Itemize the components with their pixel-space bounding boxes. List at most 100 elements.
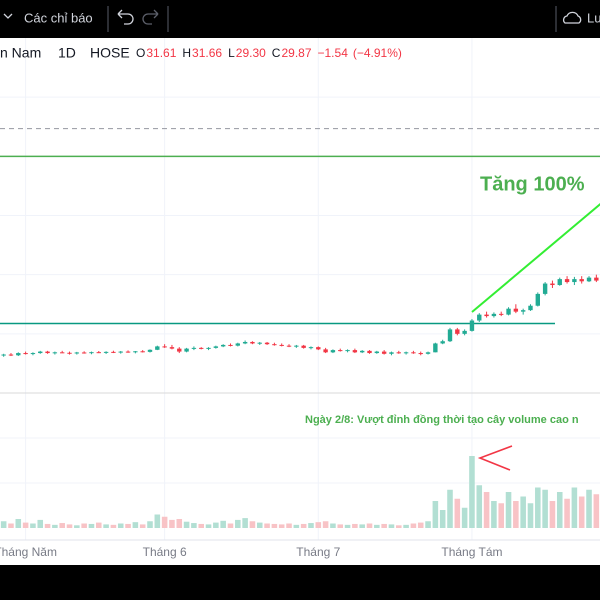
- volume-bar: [527, 503, 534, 528]
- volume-bar: [300, 523, 307, 528]
- volume-bar: [74, 525, 80, 528]
- volume-bar: [227, 523, 234, 528]
- candle-body: [572, 279, 577, 283]
- volume-bar: [542, 489, 548, 528]
- volume-bar: [308, 523, 314, 528]
- candle-body: [67, 352, 72, 354]
- volume-bar: [498, 503, 504, 528]
- candle-body: [403, 352, 409, 354]
- candle-body: [389, 352, 394, 354]
- volume-bar: [44, 523, 51, 528]
- change-pct: (−4.91%): [353, 46, 402, 60]
- candle-body: [103, 351, 109, 353]
- candle-body: [535, 293, 540, 306]
- candle-body: [491, 313, 497, 317]
- candle-body: [345, 350, 350, 352]
- candle-body: [220, 344, 226, 347]
- volume-bar: [505, 492, 512, 528]
- candle-body: [557, 279, 562, 286]
- bottom-bar: [0, 565, 600, 600]
- candle-body: [484, 314, 489, 317]
- candle-body: [96, 352, 101, 354]
- indicators-button[interactable]: Các chỉ báo: [24, 10, 93, 25]
- candle-body: [477, 314, 482, 321]
- icon: [3, 13, 13, 19]
- volume-bar: [30, 523, 36, 528]
- volume-bar: [322, 521, 329, 528]
- volume-bar: [337, 524, 344, 528]
- volume-bar: [117, 523, 124, 528]
- redo-icon[interactable]: [142, 9, 159, 25]
- toolbar-right[interactable]: Lư: [587, 10, 600, 25]
- toolbar: [0, 0, 600, 38]
- volume-bar: [461, 507, 468, 528]
- volume-bar: [8, 523, 14, 528]
- volume-bar: [249, 521, 256, 528]
- volume-bar: [22, 522, 29, 528]
- candle-body: [528, 305, 533, 311]
- volume-bar: [191, 523, 197, 528]
- volume-bar: [286, 523, 292, 528]
- volume-bar: [491, 501, 497, 528]
- volume-bar: [476, 485, 483, 528]
- volume-bar: [381, 523, 387, 528]
- volume-bar: [374, 524, 380, 528]
- volume-bar: [315, 522, 322, 528]
- candle-body: [440, 341, 445, 344]
- candle-body: [257, 342, 262, 344]
- volume-bar: [366, 523, 373, 528]
- volume-bar: [161, 516, 168, 528]
- x-tick-label: Tháng Năm: [0, 545, 57, 559]
- ohlc: O 31.61 H 31.66 L 29.30 C 29.87 −1.54 (−4.91%): [136, 46, 402, 60]
- candle-body: [586, 277, 592, 282]
- candle-body: [286, 345, 292, 347]
- volume-bar: [556, 492, 563, 528]
- x-tick-label: Tháng Tám: [441, 545, 502, 559]
- interval: 1D: [58, 45, 76, 61]
- candle-body: [469, 320, 475, 331]
- volume-bar: [417, 522, 424, 528]
- volume-bar: [205, 524, 212, 528]
- candle-body: [250, 341, 255, 344]
- candle-body: [542, 283, 548, 294]
- volume-bar: [330, 523, 336, 528]
- volume-bar: [198, 523, 204, 528]
- volume-bar: [593, 494, 600, 528]
- volume-bar: [403, 524, 409, 528]
- volume-bar: [454, 498, 461, 528]
- candle-body: [133, 351, 138, 353]
- volume-bar: [586, 489, 592, 528]
- volume-bar: [15, 519, 22, 528]
- volume-bar: [293, 524, 300, 528]
- candle-body: [308, 347, 314, 349]
- volume-bar: [564, 498, 570, 528]
- candle-body: [550, 283, 555, 286]
- candle-body: [177, 348, 182, 352]
- candle-body: [155, 346, 160, 350]
- candle-body: [367, 350, 372, 354]
- cloud-icon[interactable]: [562, 11, 582, 24]
- candle-body: [52, 352, 58, 354]
- ohlc-label: O: [136, 46, 145, 60]
- undo-icon[interactable]: [117, 9, 134, 25]
- candle-body: [16, 353, 21, 356]
- candle-body: [169, 347, 175, 349]
- volume-bar: [483, 492, 490, 528]
- candle-body: [360, 350, 365, 353]
- candle-body: [206, 347, 211, 349]
- candle-body: [338, 350, 343, 352]
- volume-bar: [396, 525, 402, 528]
- volume-bar: [139, 524, 146, 528]
- symbol: n Nam: [0, 45, 41, 61]
- volume-bar: [242, 518, 248, 528]
- volume-bar: [132, 522, 139, 528]
- ohlc-value: 29.87: [281, 46, 311, 60]
- candle-body: [564, 279, 570, 283]
- candle-body: [184, 348, 189, 352]
- annotation-gain: Tăng 100%: [480, 173, 585, 195]
- volume-bar: [96, 522, 102, 528]
- legend-header: n Nam 1D HOSE: [0, 45, 130, 61]
- volume-bar: [359, 524, 365, 528]
- volume-bar: [81, 523, 87, 528]
